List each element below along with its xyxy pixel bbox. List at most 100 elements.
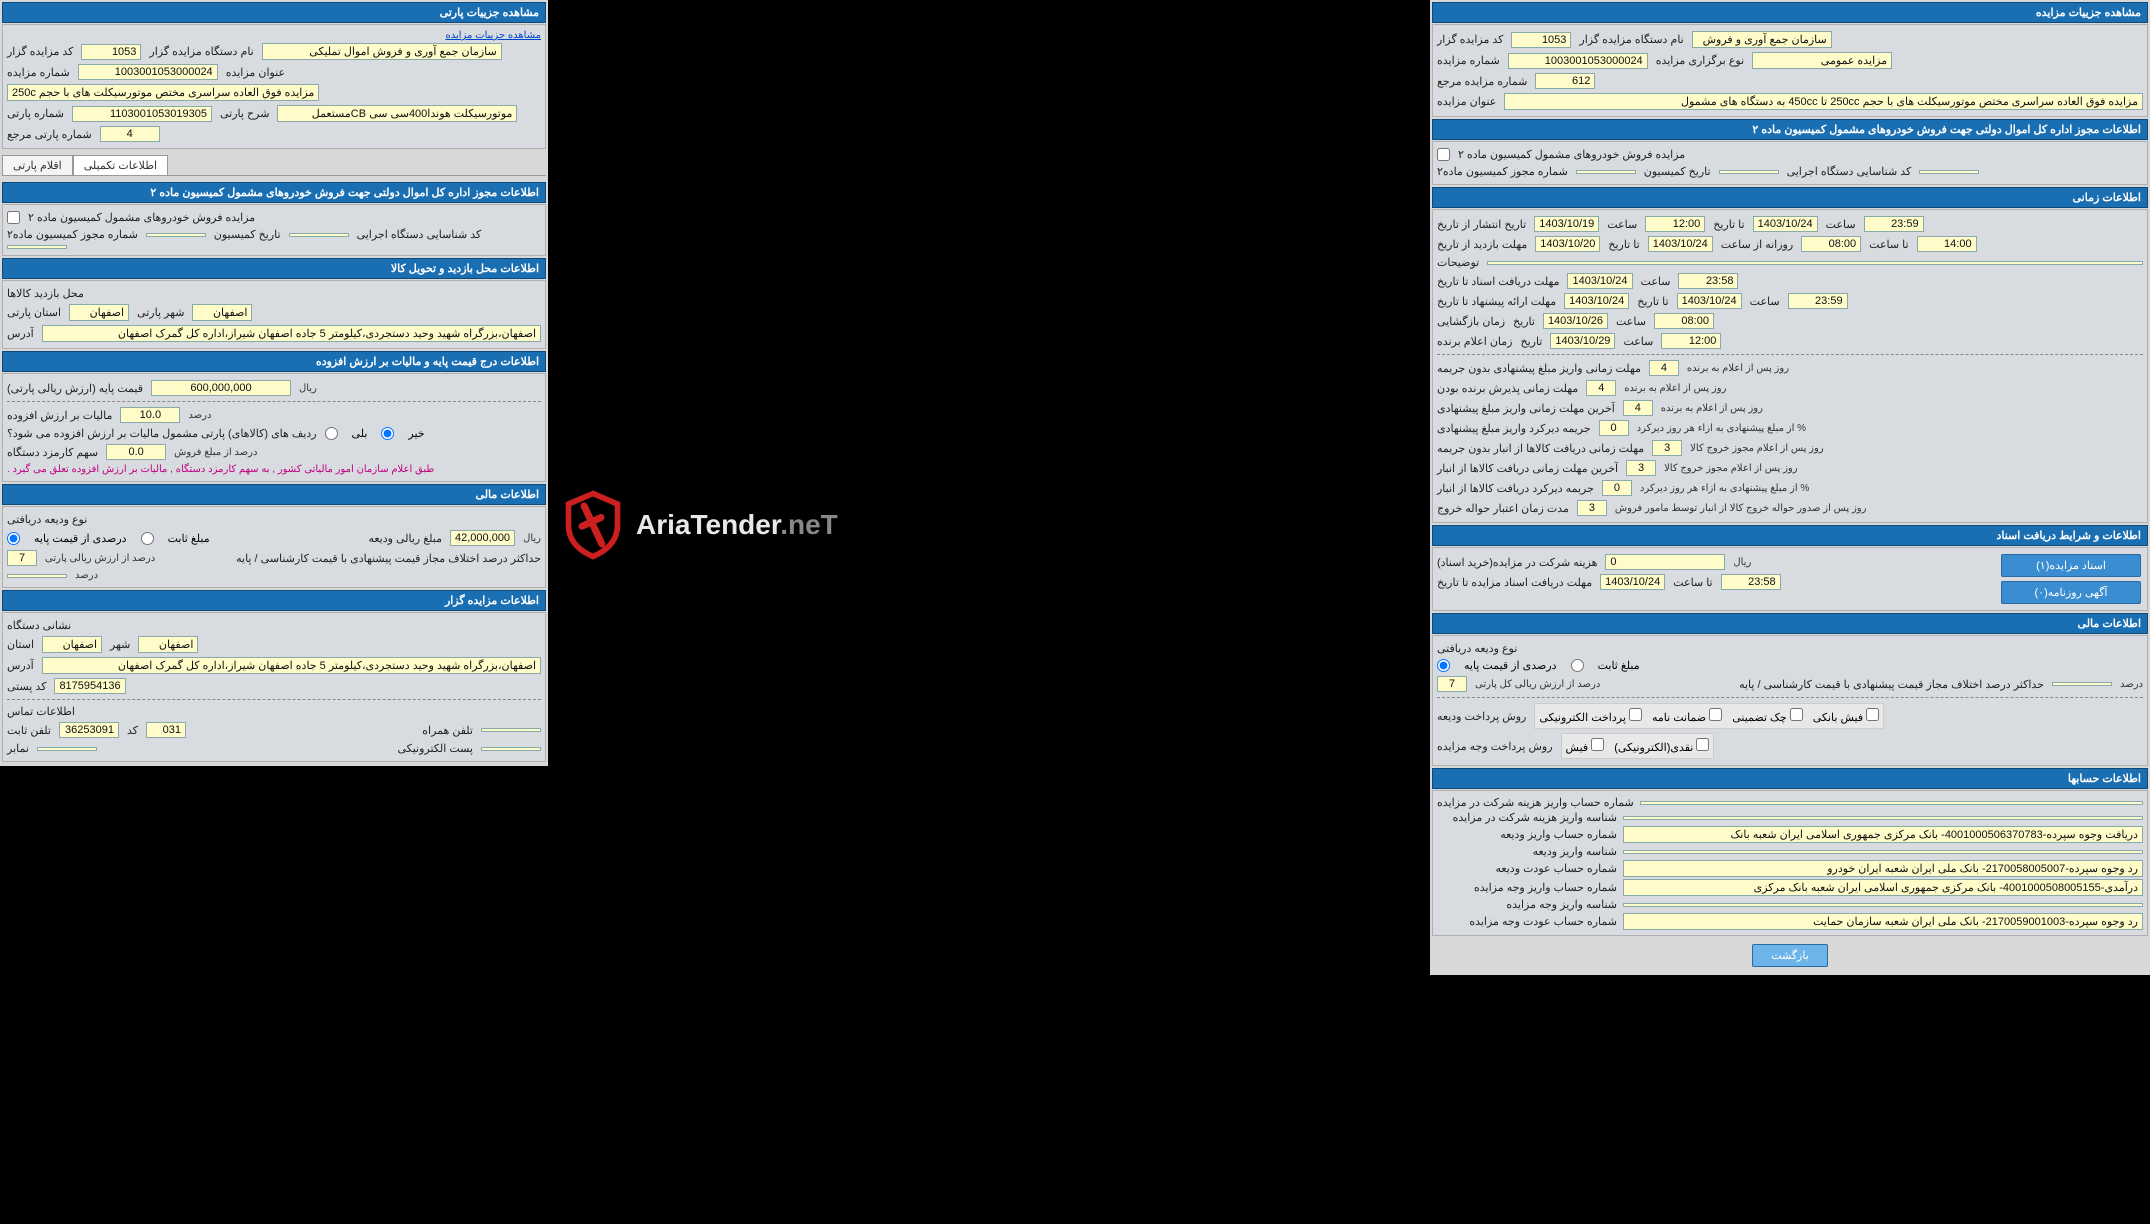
acc-label-7: شماره حساب عودت وجه مزایده	[1437, 915, 1617, 928]
until-time: 23:58	[1721, 574, 1781, 590]
visit-date: 1403/10/20	[1535, 236, 1600, 252]
sec-party-header: مشاهده جزییات پارتی	[2, 2, 546, 23]
sec-auction-details-body: کد مزایده گزار 1053 نام دستگاه مزایده گز…	[1432, 24, 2148, 117]
sec-docs-header: اطلاعات و شرایط دریافت اسناد	[1432, 525, 2148, 546]
daily-from-label: روزانه از ساعت	[1721, 238, 1793, 251]
l-pct-unit: درصد از ارزش ریالی پارتی	[45, 553, 155, 564]
vat-unit: درصد	[188, 410, 211, 421]
pct-unit: درصد از ارزش ریالی کل پارتی	[1475, 679, 1600, 690]
d8-value: 3	[1577, 500, 1607, 516]
l-sec-finance-header: اطلاعات مالی	[2, 484, 546, 505]
view-auction-link[interactable]: مشاهده جزییات مزایده	[445, 30, 541, 41]
l-pct-value: 7	[7, 550, 37, 566]
vat-q-label: ردیف های (کالاهای) پارتی مشمول مالیات بر…	[7, 427, 317, 440]
l-sec-permit-header: اطلاعات مجوز اداره کل اموال دولتی جهت فر…	[2, 182, 546, 203]
acc-value-2: دریافت وجوه سپرده-4001000506370783- بانک…	[1623, 826, 2143, 843]
logo-tender: Tender	[690, 509, 780, 540]
l-max-value	[7, 574, 67, 578]
pay1-options: پرداخت الکترونیکی ضمانت نامه چک تضمینی ف…	[1534, 703, 1884, 729]
l-pct-radio[interactable]	[7, 532, 20, 545]
acc-value-5: درآمدی-4001000508005155- بانک مرکزی جمهو…	[1623, 879, 2143, 896]
permit-date-value	[1719, 170, 1779, 174]
d6-label: آخرین مهلت زمانی دریافت کالاها از انبار	[1437, 462, 1618, 475]
sec-finance-body: نوع ودیعه دریافتی درصدی از قیمت پایه مبل…	[1432, 635, 2148, 766]
acc-label-5: شماره حساب واریز وجه مزایده	[1437, 881, 1617, 894]
d1-value: 4	[1649, 360, 1679, 376]
win-time: 12:00	[1661, 333, 1721, 349]
logo-aria: Aria	[636, 509, 690, 540]
mobile-label: تلفن همراه	[422, 724, 473, 737]
d2-value: 4	[1586, 380, 1616, 396]
l-permit-chk-label: مزایده فروش خودروهای مشمول کمیسیون ماده …	[28, 211, 255, 224]
pay-opt-0[interactable]	[1629, 708, 1642, 721]
acc-label-2: شماره حساب واریز ودیعه	[1437, 828, 1617, 841]
open-time: 08:00	[1654, 313, 1714, 329]
site-logo: AriaTender.neT	[558, 490, 838, 560]
pay-opt-1[interactable]	[1709, 708, 1722, 721]
pay2-opt-0[interactable]	[1591, 738, 1604, 751]
vat-yes-radio[interactable]	[325, 427, 338, 440]
l-fixed-radio-label: مبلغ ثابت	[168, 532, 210, 545]
pay-opt-2[interactable]	[1790, 708, 1803, 721]
d5-unit: روز پس از اعلام مجوز خروج کالا	[1690, 443, 1824, 454]
permit-checkbox[interactable]	[1437, 148, 1450, 161]
post-label: کد پستی	[7, 680, 46, 693]
fax-value	[37, 747, 97, 751]
sec-accounts-header: اطلاعات حسابها	[1432, 768, 2148, 789]
sec-finance-header: اطلاعات مالی	[1432, 613, 2148, 634]
d1-unit: روز پس از اعلام به برنده	[1687, 363, 1789, 374]
l-party-label: شماره پارتی	[7, 107, 64, 120]
daily-to: 14:00	[1917, 236, 1977, 252]
l-fixed-radio[interactable]	[141, 532, 154, 545]
newspaper-button[interactable]: آگهی روزنامه(۰)	[2001, 581, 2141, 604]
deposit-type-label: نوع ودیعه دریافتی	[1437, 642, 1517, 655]
back-button[interactable]: بازگشت	[1752, 944, 1828, 967]
vat-value: 10.0	[120, 407, 180, 423]
post-value: 8175954136	[54, 678, 125, 694]
l-permit-no-label: شماره مجوز کمیسیون ماده۲	[7, 228, 138, 241]
auction-docs-button[interactable]: اسناد مزایده(۱)	[2001, 554, 2141, 577]
pub-time-label: ساعت	[1607, 218, 1637, 231]
acc-label-4: شماره حساب عودت ودیعه	[1437, 862, 1617, 875]
vat-no-label: خیر	[408, 427, 424, 440]
pay2-options: فیش نقدی(الکترونیکی)	[1561, 733, 1715, 759]
type-value: مزایده عمومی	[1752, 52, 1892, 69]
max-label: حداکثر درصد اختلاف مجاز قیمت پیشنهادی با…	[1739, 678, 2044, 691]
notes-value	[1487, 261, 2143, 265]
auction-title-value: مزایده فوق العاده سراسری مختص موتورسیکلت…	[1504, 93, 2143, 110]
fax-label: نمابر	[7, 742, 29, 755]
pay1-label: روش پرداخت ودیعه	[1437, 710, 1526, 723]
d2-unit: روز پس از اعلام به برنده	[1624, 383, 1726, 394]
auction-no-label: شماره مزایده	[1437, 54, 1500, 67]
sec-docs-body: هزینه شرکت در مزایده(خرید اسناد) 0 ریال …	[1432, 547, 2148, 611]
pay-opt-3[interactable]	[1866, 708, 1879, 721]
l-no-value: 1003001053000024	[78, 64, 218, 80]
sec-accounts-body: شماره حساب واریز هزینه شرکت در مزایده شن…	[1432, 790, 2148, 936]
org-value: سازمان جمع آوری و فروش	[1692, 31, 1832, 48]
daily-from: 08:00	[1801, 236, 1861, 252]
notes-label: توضیحات	[1437, 256, 1479, 269]
pct-radio[interactable]	[1437, 659, 1450, 672]
l-title-label: عنوان مزایده	[226, 66, 285, 79]
phone-label: تلفن ثابت	[7, 724, 51, 737]
vat-no-radio[interactable]	[381, 427, 394, 440]
permit-chk-label: مزایده فروش خودروهای مشمول کمیسیون ماده …	[1458, 148, 1685, 161]
doc-date: 1403/10/24	[1567, 273, 1632, 289]
tab-extra-info[interactable]: اطلاعات تکمیلی	[73, 155, 168, 175]
l-permit-checkbox[interactable]	[7, 211, 20, 224]
visit-to-date: 1403/10/24	[1648, 236, 1713, 252]
offer-label: مهلت ارائه پیشنهاد تا تاریخ	[1437, 295, 1556, 308]
tab-party-items[interactable]: اقلام پارتی	[2, 155, 73, 175]
sec-permit-body: مزایده فروش خودروهای مشمول کمیسیون ماده …	[1432, 141, 2148, 185]
pay2-opt-1[interactable]	[1696, 738, 1709, 751]
l-sec-location-body: محل بازدید کالاها استان پارتی اصفهان شهر…	[2, 280, 546, 349]
fixed-radio[interactable]	[1571, 659, 1584, 672]
acc-value-3	[1623, 850, 2143, 854]
open-label: زمان بازگشایی	[1437, 315, 1505, 328]
acc-value-4: رد وجوه سپرده-2170058005007- بانک ملی ای…	[1623, 860, 2143, 877]
d6-value: 3	[1626, 460, 1656, 476]
l-desc-label: شرح پارتی	[220, 107, 269, 120]
vat-note: طبق اعلام سازمان امور مالیاتی کشور , به …	[7, 464, 434, 475]
l-max-label: حداکثر درصد اختلاف مجاز قیمت پیشنهادی با…	[236, 552, 541, 565]
d7-unit: % از مبلغ پیشنهادی به ازاء هر روز دیرکرد	[1640, 483, 1809, 494]
